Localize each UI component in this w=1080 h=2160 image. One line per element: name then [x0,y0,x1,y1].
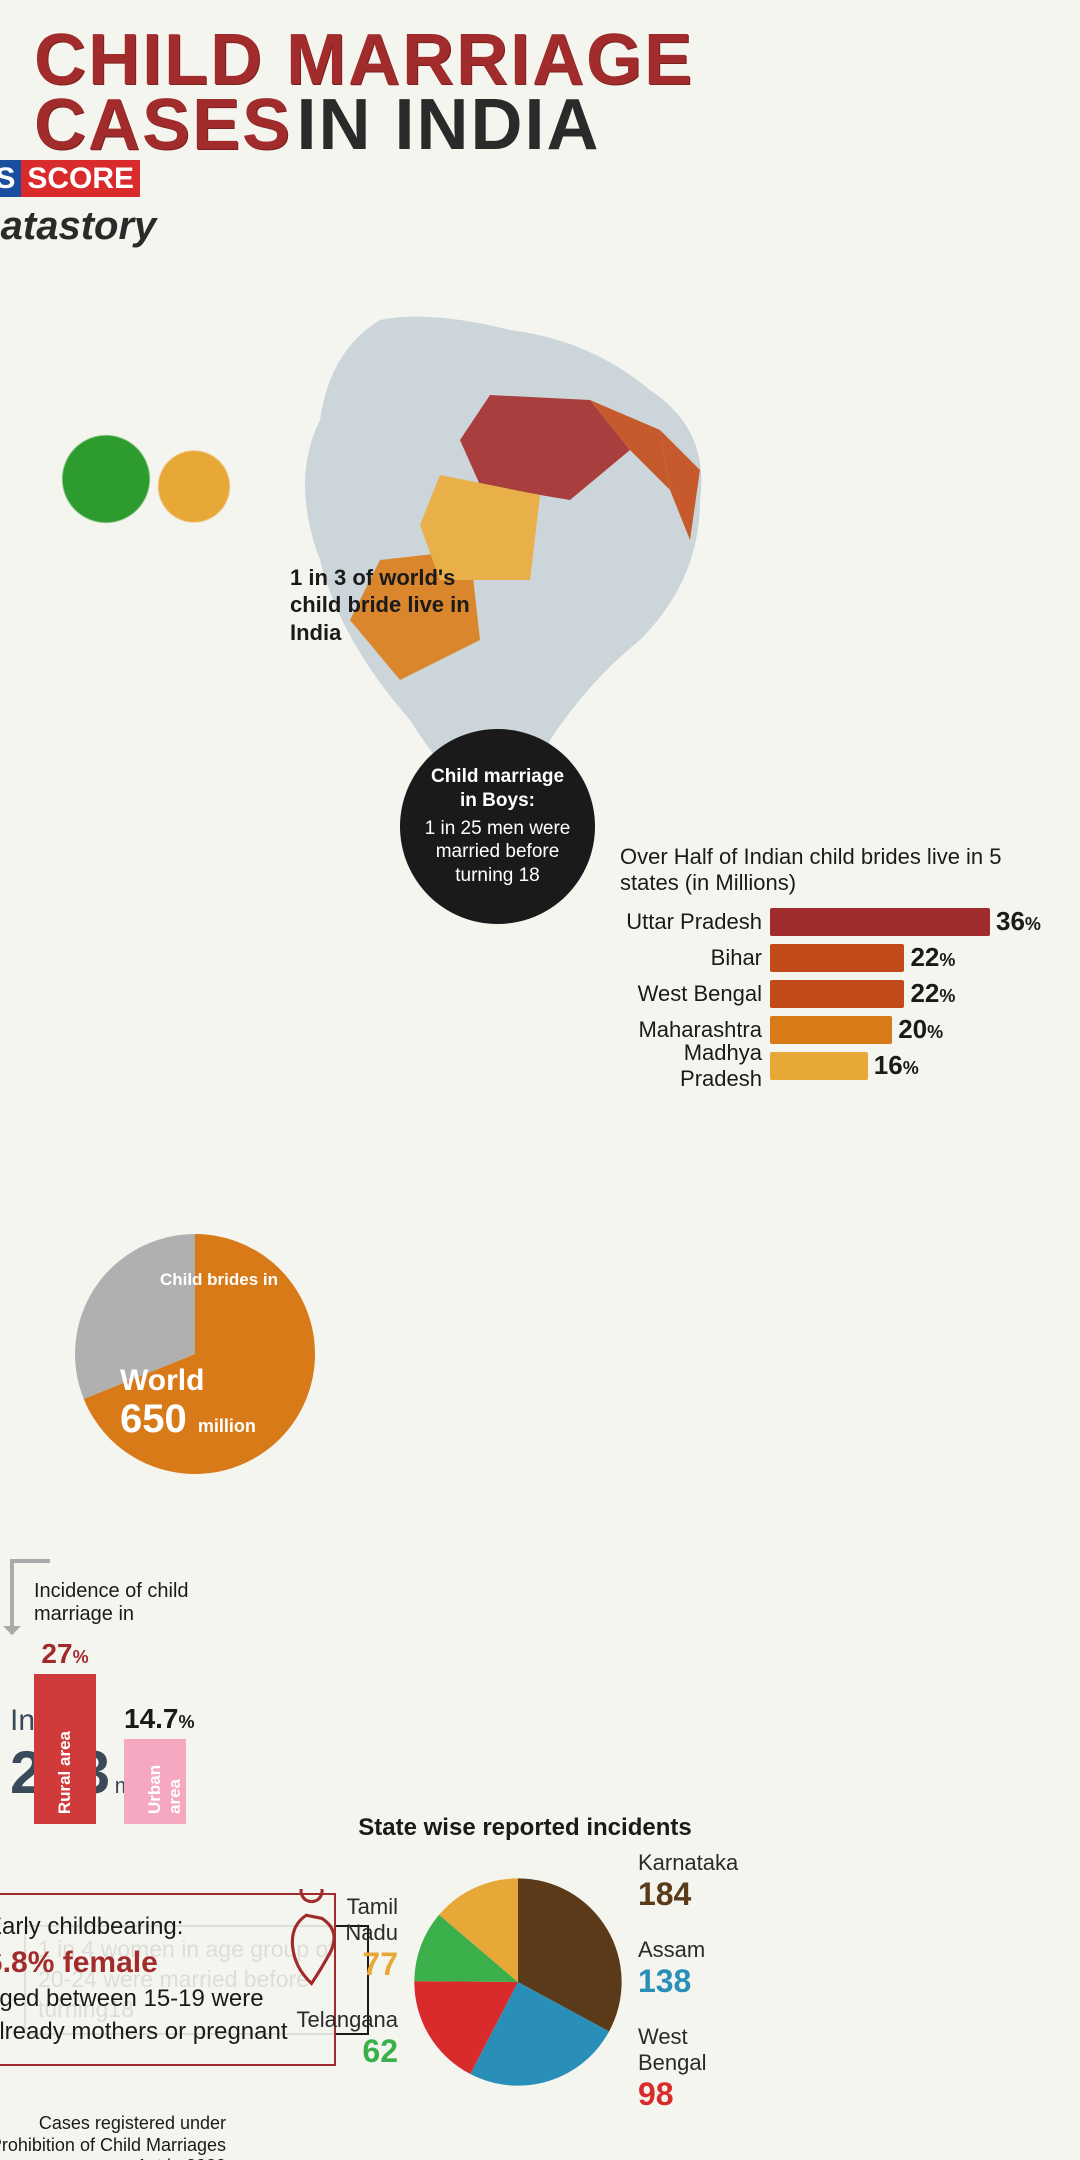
spie-item: Tamil Nadu77 [290,1894,398,1983]
pie-label-world: World [120,1364,204,1398]
ru-value: 14.7% [124,1703,186,1735]
title-line2b: IN INDIA [297,85,601,165]
bar-label: Uttar Pradesh [620,909,770,935]
bar-label: Madhya Pradesh [620,1040,770,1092]
fact-boys-circle: Child marriage in Boys: 1 in 25 men were… [400,729,595,924]
rural-urban-chart: Incidence of child marriage in 27% Rural… [34,1580,264,1824]
bar-label: West Bengal [620,981,770,1007]
title-line1: CHILD MARRIAGE [34,28,1080,93]
bar-value: 22% [910,978,955,1009]
spie-value: 62 [290,2033,398,2070]
cases-title: Cases registered under Prohibition of Ch… [0,2113,226,2160]
boys-heading: Child marriage in Boys: [420,765,575,813]
bar-value: 36% [996,906,1041,937]
logo-gs: GS [0,160,21,197]
spie-value: 184 [638,1876,760,1913]
spie-item: West Bengal98 [638,2024,760,2113]
ru-title: Incidence of child marriage in [34,1580,264,1626]
spie-value: 138 [638,1963,760,2000]
bar-value: 20% [898,1014,943,1045]
early-childbearing-box: Early childbearing: 6.8% female aged bet… [0,1893,336,2067]
spie-state: West Bengal [638,2024,760,2076]
spie-item: Assam138 [638,1937,760,2000]
spie-value: 98 [638,2076,760,2113]
bar-row: Madhya Pradesh 16% [620,1051,1050,1081]
fact-world-brides: 1 in 3 of world's child bride live in In… [290,564,500,647]
pie-value-world: 650 million [120,1397,256,1442]
spie-item: Karnataka184 [638,1850,760,1913]
page-title: CHILD MARRIAGE CASES IN INDIA [34,28,1080,158]
spie-value: 77 [290,1946,398,1983]
logo-datastory: atastory [1,204,157,248]
spie-title: State wise reported incidents [290,1814,760,1842]
ru-label: Urban area [145,1739,185,1814]
state-incidents-chart: State wise reported incidents Tamil Nadu… [290,1814,760,2113]
spie-state: Tamil Nadu [290,1894,398,1946]
spie-state: Assam [638,1937,760,1963]
ru-bar: 14.7% Urban area [124,1739,186,1824]
bar-value: 22% [910,942,955,973]
bar-value: 16% [874,1050,919,1081]
spie-item: Telangana62 [290,2007,398,2070]
world-pie: Child brides in World 650 million [70,1229,320,1479]
bride-illustration [40,404,260,554]
spie-state: Karnataka [638,1850,760,1876]
boys-body: 1 in 25 men were married before turning … [420,817,575,888]
cases-registered-chart: Cases registered under Prohibition of Ch… [0,2113,226,2160]
ru-label: Rural area [55,1731,75,1814]
spie-state: Telangana [290,2007,398,2033]
bar-row: West Bengal 22% [620,979,1050,1009]
title-line2a: CASES [34,85,292,165]
bar-row: Uttar Pradesh 36% [620,907,1050,937]
pie-label-childbrides: Child brides in [160,1271,278,1289]
logo-score: SCORE [21,160,140,197]
bar-label: Bihar [620,945,770,971]
bar-row: Bihar 22% [620,943,1050,973]
ru-value: 27% [34,1638,96,1670]
states-bar-chart: Over Half of Indian child brides live in… [620,844,1050,1081]
brand-logo: GSSCORE Datastory [0,162,1046,251]
states-bar-title: Over Half of Indian child brides live in… [620,844,1050,897]
ru-bar: 27% Rural area [34,1674,96,1824]
